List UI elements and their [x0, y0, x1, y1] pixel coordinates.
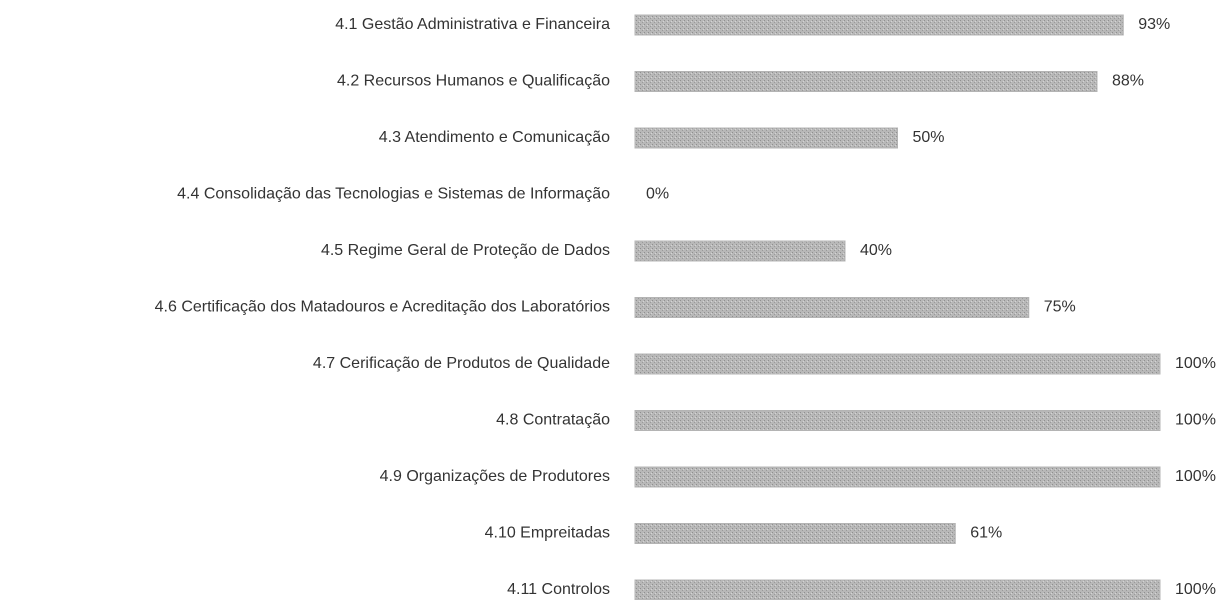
value-label: 100% [1175, 468, 1216, 485]
category-label: 4.1 Gestão Administrativa e Financeira [335, 16, 610, 33]
bar [634, 523, 956, 544]
category-label: 4.6 Certificação dos Matadouros e Acredi… [155, 299, 610, 316]
category-label: 4.7 Cerificação de Produtos de Qualidade [313, 355, 610, 372]
bar [634, 579, 1161, 600]
category-label: 4.5 Regime Geral de Proteção de Dados [321, 242, 610, 259]
bar [634, 466, 1161, 488]
value-label: 88% [1112, 73, 1144, 90]
value-label: 100% [1175, 412, 1216, 429]
category-label: 4.10 Empreitadas [485, 525, 610, 542]
bar [634, 240, 846, 262]
category-label: 4.3 Atendimento e Comunicação [379, 129, 610, 146]
bar [634, 14, 1124, 36]
value-label: 93% [1138, 16, 1170, 33]
category-label: 4.9 Organizações de Produtores [380, 468, 610, 485]
value-label: 50% [913, 129, 945, 146]
bar [634, 353, 1161, 375]
value-label: 40% [860, 242, 892, 259]
category-label: 4.2 Recursos Humanos e Qualificação [337, 73, 610, 90]
bar [634, 71, 1098, 92]
value-label: 100% [1175, 581, 1216, 598]
category-label: 4.4 Consolidação das Tecnologias e Siste… [177, 186, 610, 203]
value-label: 0% [646, 186, 669, 203]
value-label: 100% [1175, 355, 1216, 372]
bar [634, 297, 1030, 318]
value-label: 61% [970, 525, 1002, 542]
bar [634, 127, 898, 149]
value-label: 75% [1044, 299, 1076, 316]
category-label: 4.8 Contratação [496, 412, 610, 429]
category-label: 4.11 Controlos [507, 581, 610, 598]
bar [634, 410, 1161, 431]
